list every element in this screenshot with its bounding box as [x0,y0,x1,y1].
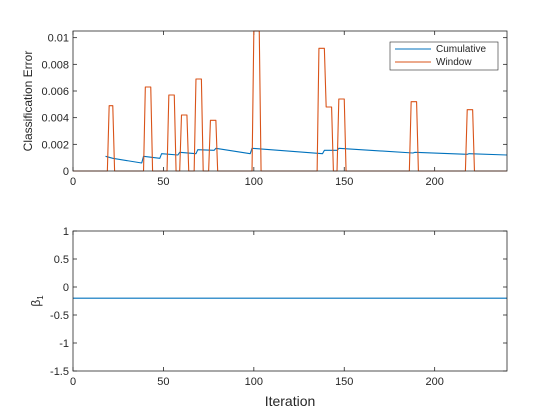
bottom-x-axis-label: Iteration [265,393,316,409]
top-x-tick-label: 50 [157,176,169,188]
top-x-tick-label: 0 [70,176,76,188]
bottom-x-tick-label: 50 [157,376,169,388]
bottom-y-tick-label: 0.5 [54,254,69,266]
bottom-x-tick-label: 200 [425,376,443,388]
bottom-x-tick-label: 100 [245,376,263,388]
bottom-y-tick-label: -1 [59,338,69,350]
top-x-tick-label: 150 [335,176,353,188]
legend-box [389,41,499,71]
bottom-y-axis-label: β1 [29,295,45,307]
bottom-axes-box [72,230,508,372]
top-series [73,30,508,172]
top-y-tick-label: 0.002 [41,139,69,151]
top-y-tick-label: 0.01 [48,33,69,45]
top-axes: 0 50 100 150 200 0 0.002 0.004 0.006 0.008 0.01 Cl… [21,30,508,188]
top-series-line-window [73,30,507,172]
legend: Cumulative Window [389,41,499,71]
top-x-tick-label: 100 [245,176,263,188]
bottom-y-axis-label-main: β [29,300,43,307]
top-ticks: 0 50 100 150 200 0 0.002 0.004 0.006 0.008 0.01 [41,31,507,188]
bottom-y-tick-label: 1 [63,226,69,238]
bottom-ticks: 0 50 100 150 200 -1.5 -1 -0.5 0 0.5 1 [50,226,507,388]
bottom-x-tick-label: 150 [335,376,353,388]
top-y-tick-label: 0.006 [41,86,69,98]
bottom-x-tick-label: 0 [70,376,76,388]
top-y-tick-label: 0 [63,166,69,178]
bottom-y-tick-label: -0.5 [50,310,69,322]
bottom-plot-area [73,231,507,371]
top-y-axis-label: Classification Error [21,51,35,152]
top-x-tick-label: 200 [425,176,443,188]
legend-label-cumulative: Cumulative [436,44,486,55]
top-axes-box [72,30,508,172]
top-y-tick-label: 0.008 [41,59,69,71]
bottom-axes: 0 50 100 150 200-1.5-1-0.500.51 β1 Iteration [29,226,508,409]
bottom-y-axis-label-sub: 1 [36,295,45,300]
top-series-line-cumulative [105,147,508,164]
bottom-y-tick-label: 0 [63,282,69,294]
top-y-tick-label: 0.004 [41,113,69,125]
legend-label-window: Window [436,57,472,68]
bottom-y-tick-label: -1.5 [50,366,69,378]
